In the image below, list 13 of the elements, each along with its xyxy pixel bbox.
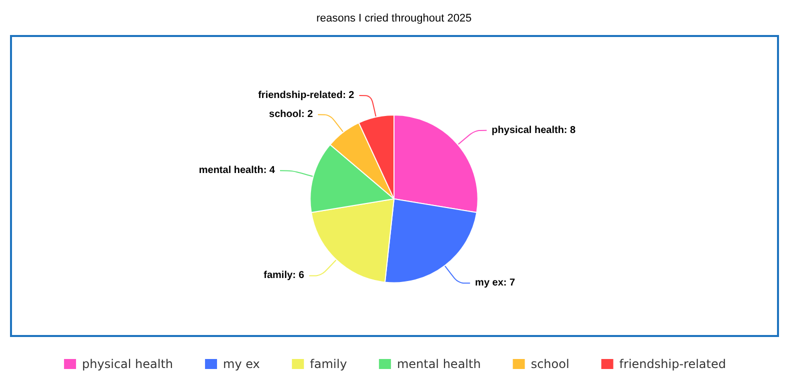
- legend-label: family: [310, 357, 347, 371]
- legend-label: mental health: [396, 357, 481, 371]
- data-label: my ex: 7: [475, 278, 516, 289]
- legend-label: my ex: [223, 357, 260, 371]
- data-label: mental health: 4: [198, 165, 276, 176]
- chart-title: reasons I cried throughout 2025: [316, 12, 472, 24]
- data-label: school: 2: [269, 109, 314, 120]
- data-label: physical health: 8: [492, 124, 576, 136]
- legend-label: school: [530, 357, 570, 371]
- data-label: family: 6: [264, 270, 305, 282]
- legend-label: physical health: [82, 357, 174, 371]
- legend-label: friendship-related: [619, 357, 726, 371]
- data-label: friendship-related: 2: [258, 90, 355, 102]
